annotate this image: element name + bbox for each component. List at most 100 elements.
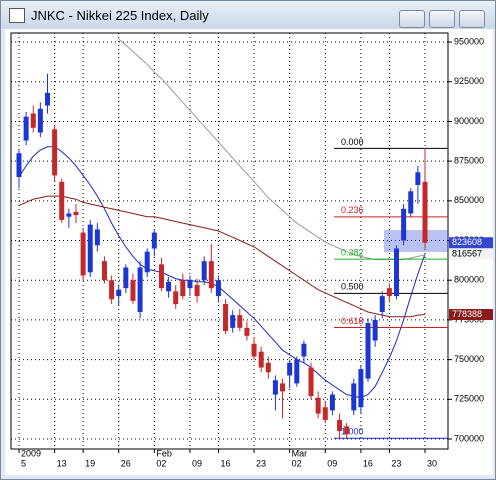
app-icon <box>9 8 25 23</box>
candle-body <box>422 181 428 243</box>
candle-body <box>23 116 29 141</box>
candle-body <box>265 362 271 373</box>
candle-body <box>87 224 93 273</box>
candle-body <box>230 315 236 328</box>
candle-body <box>358 369 364 408</box>
candle-body <box>287 362 293 376</box>
month-label: Feb <box>156 448 172 458</box>
candle-body <box>344 426 350 435</box>
candle-body <box>59 181 65 220</box>
candle-body <box>173 291 179 305</box>
candle-body <box>315 397 321 414</box>
candle-body <box>116 289 122 297</box>
x-tick-label: 16 <box>363 458 373 468</box>
month-label: 2009 <box>21 448 41 458</box>
candle-body <box>44 92 50 106</box>
candle-body <box>166 281 172 292</box>
candle-body <box>301 343 307 357</box>
candle-body <box>394 248 400 297</box>
candle-body <box>337 419 343 432</box>
candle-body <box>187 280 193 289</box>
x-tick-label: 13 <box>57 458 67 468</box>
candle-body <box>137 267 143 312</box>
candle-body <box>294 359 300 384</box>
price-tag <box>449 309 493 321</box>
candle-body <box>101 261 107 281</box>
price-tag-label: 778388 <box>452 309 482 319</box>
title-bar: JNKC - Nikkei 225 Index, Daily <box>1 1 495 29</box>
candle-body <box>144 251 150 273</box>
y-tick-label: 925000 <box>454 76 484 86</box>
candle-body <box>66 213 72 217</box>
x-tick-label: 02 <box>292 458 302 468</box>
window-title: JNKC - Nikkei 225 Index, Daily <box>31 8 209 23</box>
candle-body <box>322 407 328 420</box>
moving-average-line <box>18 146 426 399</box>
candle-body <box>329 394 335 411</box>
candle-body <box>201 261 207 281</box>
x-tick-label: 19 <box>85 458 95 468</box>
candle-body <box>258 351 264 368</box>
candle-body <box>401 208 407 241</box>
candle-body <box>415 172 421 185</box>
candle-body <box>30 113 36 128</box>
candle-body <box>180 280 186 297</box>
y-tick-label: 700000 <box>454 433 484 443</box>
x-tick-label: 23 <box>391 458 401 468</box>
candle-body <box>372 319 378 341</box>
candle-body <box>408 191 414 214</box>
fibonacci-label: 0.236 <box>341 205 364 215</box>
x-tick-label: 02 <box>156 458 166 468</box>
candle-body <box>94 229 100 246</box>
price-tag <box>449 237 493 249</box>
candle-body <box>351 383 357 411</box>
close-button[interactable] <box>459 10 485 28</box>
y-tick-label: 800000 <box>454 275 484 285</box>
candle-body <box>386 288 392 297</box>
y-tick-label: 950000 <box>454 36 484 46</box>
plot-area <box>10 32 449 450</box>
plot-layer: 0.000 0.236 0.382 0.500 0.618 1.000 <box>11 33 448 449</box>
candle-body <box>379 296 385 312</box>
moving-average-line <box>18 195 426 318</box>
y-tick-label: 875000 <box>454 156 484 166</box>
x-tick-label: 09 <box>192 458 202 468</box>
minimize-button[interactable] <box>399 10 425 28</box>
candle-body <box>244 327 250 336</box>
x-tick-label: 16 <box>220 458 230 468</box>
candle-body <box>308 367 314 397</box>
candle-body <box>237 315 243 328</box>
candle-body <box>365 323 371 379</box>
maximize-button[interactable] <box>429 10 455 28</box>
candle-body <box>223 304 229 332</box>
chart: 0.000 0.236 0.382 0.500 0.618 1.000 700000 7250… <box>5 29 493 475</box>
candle-body <box>158 264 164 289</box>
fibonacci-label: 0.382 <box>341 247 364 257</box>
candle-body <box>251 343 257 357</box>
candle-body <box>151 232 157 249</box>
fibonacci-label: 0.500 <box>341 282 364 292</box>
price-tag-label: 823608 <box>452 237 482 247</box>
candle-body <box>208 261 214 289</box>
x-tick-label: 30 <box>427 458 437 468</box>
candle-body <box>80 232 86 276</box>
candle-body <box>194 284 200 297</box>
candle-body <box>272 380 278 395</box>
y-tick-label: 900000 <box>454 116 484 126</box>
month-label: Mar <box>292 448 308 458</box>
candle-body <box>73 211 79 216</box>
candle-body <box>52 129 58 176</box>
candle-body <box>16 153 22 178</box>
y-tick-label: 725000 <box>454 394 484 404</box>
candle-body <box>109 280 115 300</box>
fibonacci-label: 0.000 <box>341 137 364 147</box>
selection-highlight <box>384 230 448 252</box>
price-tag <box>449 248 493 260</box>
candle-body <box>280 383 286 392</box>
price-tag-label: 816567 <box>452 248 482 258</box>
candle-body <box>215 280 221 297</box>
y-tick-label: 750000 <box>454 354 484 364</box>
candle-body <box>123 267 129 289</box>
x-tick-label: 5 <box>21 458 26 468</box>
